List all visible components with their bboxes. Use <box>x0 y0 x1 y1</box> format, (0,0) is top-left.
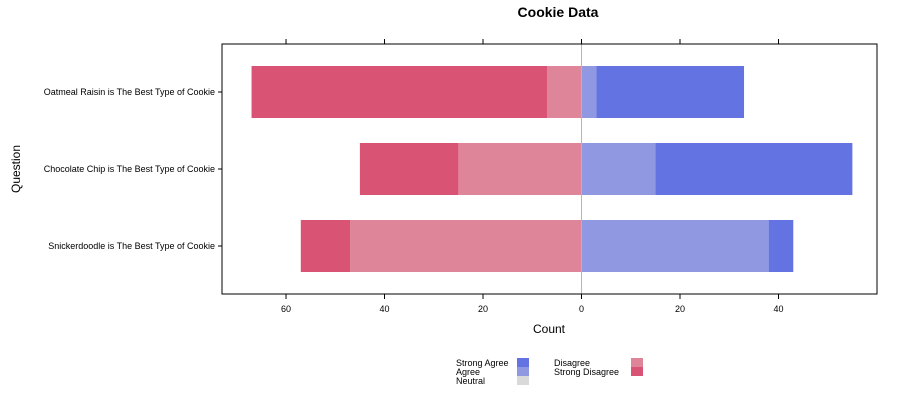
x-tick-label: 0 <box>579 304 584 314</box>
bar-segment-agree <box>581 220 769 272</box>
x-tick-label: 40 <box>773 304 783 314</box>
x-tick-label: 20 <box>478 304 488 314</box>
legend-swatch-neutral <box>517 376 529 385</box>
category-label: Snickerdoodle is The Best Type of Cookie <box>48 241 215 251</box>
plot-area: Oatmeal Raisin is The Best Type of Cooki… <box>44 39 853 314</box>
y-axis-label: Question <box>9 145 23 193</box>
x-tick-label: 60 <box>281 304 291 314</box>
bar-segment-strong-agree <box>768 220 794 272</box>
legend-swatch-strong-disagree <box>631 367 643 376</box>
bar-segment-agree <box>581 66 597 118</box>
legend-label-strong-agree: Strong Agree <box>456 358 509 368</box>
legend-label-disagree: Disagree <box>554 358 590 368</box>
bar-segment-strong-agree <box>596 66 745 118</box>
bar-segment-strong-disagree <box>300 220 351 272</box>
category-label: Oatmeal Raisin is The Best Type of Cooki… <box>44 87 215 97</box>
bar-segment-agree <box>581 143 656 195</box>
x-tick-label: 20 <box>675 304 685 314</box>
plot-frame <box>221 43 878 295</box>
legend-label-agree: Agree <box>456 367 480 377</box>
bar-segment-strong-disagree <box>359 143 459 195</box>
bar-segment-disagree <box>458 143 582 195</box>
bar-segment-strong-disagree <box>251 66 548 118</box>
legend-swatch-disagree <box>631 358 643 367</box>
bar-segment-disagree <box>350 220 582 272</box>
legend-swatch-strong-agree <box>517 358 529 367</box>
legend-swatch-agree <box>517 367 529 376</box>
legend-label-strong-disagree: Strong Disagree <box>554 367 619 377</box>
chart-title: Cookie Data <box>518 4 599 20</box>
category-label: Chocolate Chip is The Best Type of Cooki… <box>44 164 215 174</box>
legend-label-neutral: Neutral <box>456 376 485 386</box>
bar-segment-disagree <box>547 66 582 118</box>
x-axis-label: Count <box>533 322 566 336</box>
x-tick-label: 40 <box>380 304 390 314</box>
bar-segment-strong-agree <box>655 143 853 195</box>
